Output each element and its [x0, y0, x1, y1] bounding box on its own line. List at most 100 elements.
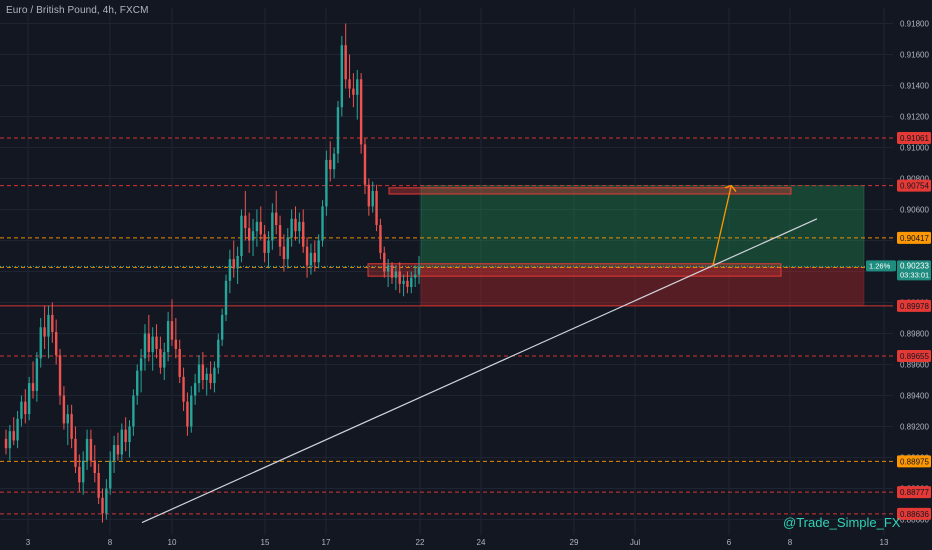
price-tick-label: 0.89400: [900, 392, 929, 401]
candle: [236, 246, 239, 284]
candle-body: [302, 221, 305, 247]
time-tick-label: 10: [168, 538, 177, 547]
level-price-badge-bg: [897, 486, 931, 499]
candle: [240, 209, 243, 263]
candle: [93, 445, 96, 483]
time-tick-label: 22: [416, 538, 425, 547]
candle-body: [313, 252, 316, 263]
candle: [74, 426, 77, 473]
candle-body: [43, 327, 46, 337]
candle-body: [78, 466, 81, 483]
level-price-badge: 0.89978: [897, 299, 931, 312]
candle-body: [228, 259, 232, 281]
candle: [178, 339, 181, 384]
candle: [66, 404, 69, 446]
candle-body: [232, 259, 235, 269]
candle: [329, 141, 332, 182]
time-tick-label: 29: [570, 538, 579, 547]
candle-body: [197, 364, 201, 384]
candle: [340, 35, 344, 117]
candle: [275, 190, 278, 235]
candle: [317, 234, 320, 269]
candle: [232, 240, 235, 278]
candle-body: [383, 252, 386, 272]
candle: [190, 386, 193, 433]
candle-body: [8, 431, 12, 449]
level-price-badge-text: 0.91061: [900, 134, 929, 143]
candle-body: [4, 438, 8, 449]
candle-body: [344, 45, 347, 80]
resistance-zone: [388, 187, 792, 195]
support-zone: [367, 263, 782, 277]
candle-body: [12, 431, 15, 441]
level-price-badge-bg: [897, 132, 931, 145]
candle-body: [147, 333, 151, 353]
candle-body: [136, 370, 139, 396]
candle-body: [178, 349, 181, 377]
level-price-badge-bg: [897, 507, 931, 520]
candle-body: [47, 314, 50, 337]
candle-body: [51, 314, 54, 332]
candle: [402, 274, 405, 297]
price-axis[interactable]: 0.91800 0.91600 0.91400 0.91200 0.91000 0.908…: [866, 20, 931, 525]
candle: [58, 349, 62, 405]
candle: [163, 342, 166, 380]
price-tick-label: 0.91200: [900, 113, 929, 122]
stop-zone: [420, 267, 865, 307]
candle-body: [166, 321, 170, 353]
candle: [136, 364, 139, 405]
candle-body: [24, 401, 27, 415]
candle: [359, 73, 363, 154]
candle-body: [62, 395, 66, 424]
candle: [302, 209, 305, 253]
candle: [294, 206, 297, 241]
candle: [413, 265, 417, 287]
candle: [16, 411, 19, 449]
target-zone: [420, 185, 865, 268]
level-price-badge: 0.88975: [897, 455, 931, 468]
price-tick-label: 0.91000: [900, 144, 929, 153]
candle: [267, 231, 270, 269]
candle-body: [329, 159, 332, 170]
candle-body: [317, 240, 320, 263]
candle: [85, 429, 89, 470]
candle: [309, 243, 313, 275]
candle-body: [367, 184, 371, 207]
candle: [356, 70, 359, 120]
candle: [201, 352, 205, 390]
candle-body: [155, 336, 158, 349]
candle: [39, 318, 42, 368]
candle: [344, 23, 347, 89]
candle: [62, 386, 66, 430]
candle: [398, 262, 401, 294]
candle-body: [410, 277, 413, 287]
candle: [209, 361, 212, 390]
time-axis[interactable]: 3 8 10 15 17 22 24 29 Jul 6 8 13: [26, 538, 889, 547]
candle: [305, 237, 309, 278]
candle-body: [201, 364, 205, 380]
candle-body: [247, 228, 251, 241]
time-tick-label: Jul: [630, 538, 640, 547]
candle: [47, 305, 50, 359]
candle-body: [16, 418, 19, 441]
candle: [332, 147, 336, 179]
candle-body: [398, 271, 401, 284]
candle-body: [282, 246, 286, 260]
price-change-label: 1.26%: [869, 261, 891, 270]
price-tick-label: 0.91600: [900, 51, 929, 60]
candle: [101, 488, 104, 523]
candle: [263, 225, 266, 263]
candle: [228, 249, 232, 294]
price-change-badge: 1.26%: [866, 260, 896, 272]
candle-body: [163, 352, 166, 368]
candle: [97, 463, 100, 504]
candle-body: [101, 497, 104, 514]
candle: [367, 178, 371, 216]
candle: [143, 324, 147, 371]
candle: [363, 138, 367, 194]
level-price-badge-bg: [897, 231, 931, 244]
price-tick-label: 0.89600: [900, 361, 929, 370]
current-price-label: 0.90233: [900, 261, 929, 270]
